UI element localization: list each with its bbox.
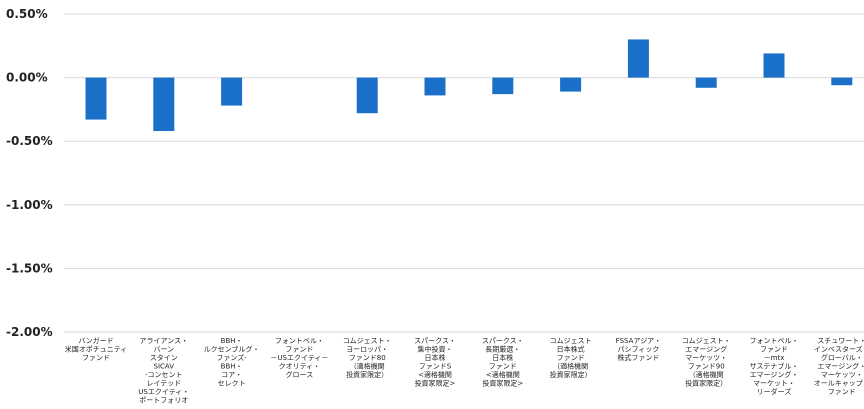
bar (356, 77, 378, 114)
bar (695, 77, 717, 88)
x-tick-label: コムジェスト・ヨーロッパ・ファンド80 （適格機関投資家限定） (343, 337, 392, 379)
x-tick-label: コムジェスト日本株式ファンド（適格機関投資家限定） (550, 337, 592, 379)
x-tick-label: フォントベル・ファンド－mtx サステナブル・エマージング・マーケット・リーダーズ (750, 337, 799, 396)
y-axis-ticks: 0.50% 0.00% -0.50% -1.00% -1.50% -2.00% (6, 7, 53, 339)
bar (221, 77, 243, 106)
x-tick-label: スチュワート・インベスターズ・グローバル・エマージング・マーケッツ・オールキャッ… (814, 337, 864, 396)
bar (627, 39, 649, 78)
x-tick-label: バンガード米国オポチュニティファンド (65, 336, 128, 362)
y-tick-label: -1.00% (6, 198, 53, 212)
x-tick-label: アライアンス・バーンスタイン SICAV -コンセントレイテッド USエクイティ・ポー… (138, 337, 189, 405)
bar (424, 77, 446, 96)
bar (153, 77, 175, 132)
bar (560, 77, 582, 92)
y-tick-label: -2.00% (6, 325, 53, 339)
gridlines (64, 13, 864, 333)
bars (85, 39, 853, 132)
x-tick-label: スパークス・長期厳選・日本株ファンド<適格機関投資家限定> (482, 337, 524, 388)
y-tick-label: 0.00% (6, 71, 48, 85)
bar (763, 53, 785, 78)
x-tick-label: BBH・ルクセンブルグ・ファンズ-BBH・コア・セレクト (204, 337, 260, 388)
x-tick-label: スパークス・集中投資・日本株ファンドS <適格機関投資家限定> (414, 337, 456, 388)
y-tick-label: -1.50% (6, 261, 53, 275)
x-tick-label: FSSAアジア・パシフィック株式ファンド (616, 337, 661, 362)
y-tick-label: -0.50% (6, 134, 53, 148)
x-tick-label: コムジェスト・エマージングマーケッツ・ファンド90 （適格機関投資家限定） (682, 337, 731, 388)
bar (831, 77, 853, 86)
bar (85, 77, 107, 120)
y-tick-label: 0.50% (6, 7, 48, 21)
bar (492, 77, 514, 95)
x-tick-label: フォントベル・ファンド－USエクイティ－クオリティ・グロース (270, 337, 328, 379)
